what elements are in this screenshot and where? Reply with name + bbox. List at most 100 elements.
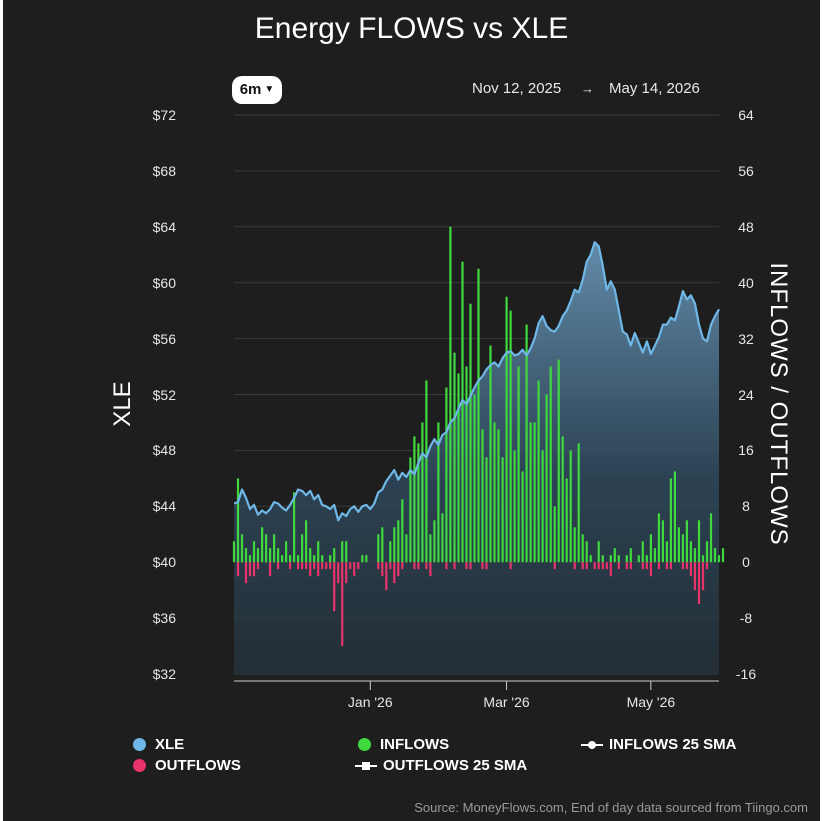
chart-panel: Energy FLOWS vs XLE 6m ▼ Nov 12, 2025 → M…: [3, 0, 820, 821]
inflow-bar: [401, 499, 404, 563]
inflow-bar: [681, 534, 684, 563]
chart-title: Energy FLOWS vs XLE: [254, 12, 569, 45]
inflow-bar: [701, 555, 705, 563]
left-tick-label: $60: [152, 274, 176, 291]
outflow-bar: [681, 562, 684, 570]
outflow-bar: [357, 562, 360, 570]
right-tick-label: 32: [738, 330, 754, 347]
inflow-bar: [473, 394, 476, 563]
inflow-bar: [481, 429, 484, 563]
outflow-bar: [377, 562, 380, 570]
outflow-bar: [593, 562, 596, 570]
outflow-bar: [321, 562, 324, 570]
inflow-bar: [637, 555, 640, 563]
inflow-bar: [305, 520, 308, 563]
inflow-bar: [389, 541, 392, 563]
inflow-bar: [441, 513, 444, 563]
inflow-bar: [301, 534, 304, 563]
arrow-right-icon: →: [581, 81, 594, 96]
inflow-bar: [657, 513, 660, 563]
inflow-bar: [517, 366, 520, 563]
outflow-bar: [313, 562, 316, 570]
outflow-bar: [697, 562, 701, 605]
outflow-bar: [301, 562, 304, 570]
inflow-bar: [345, 541, 348, 563]
outflows-dot-icon: [133, 759, 146, 772]
xle-line: [233, 241, 720, 522]
right-tick-label: 64: [738, 107, 754, 123]
x-tick-label: Jan '26: [347, 694, 393, 710]
inflow-bar: [281, 555, 284, 563]
left-tick-label: $72: [152, 107, 176, 123]
outflow-bar: [705, 562, 709, 570]
inflow-bar: [273, 534, 276, 563]
outflow-bar: [629, 562, 632, 570]
outflow-bar: [649, 562, 652, 577]
inflow-bar: [581, 534, 584, 563]
date-to[interactable]: May 14, 2026: [609, 80, 700, 97]
outflow-bar: [337, 562, 340, 584]
legend-item-outflows[interactable]: OUTFLOWS: [133, 757, 241, 774]
inflow-bar: [585, 541, 588, 563]
range-select-button[interactable]: 6m ▼: [232, 76, 282, 104]
inflow-bar: [240, 534, 244, 563]
outflow-bar: [289, 562, 292, 570]
legend-item-outflows-sma[interactable]: OUTFLOWS 25 SMA: [355, 757, 527, 774]
outflow-bar: [601, 562, 604, 570]
inflow-bar: [261, 527, 264, 563]
inflow-bar: [445, 387, 448, 563]
inflow-bar: [613, 548, 616, 563]
outflow-bar: [329, 562, 332, 570]
date-from[interactable]: Nov 12, 2025: [472, 80, 562, 97]
inflow-bar: [645, 555, 648, 563]
outflow-bar: [553, 562, 556, 570]
left-tick-label: $32: [152, 666, 176, 682]
xle-area: [234, 242, 719, 674]
outflow-bar: [645, 562, 648, 570]
inflow-bar: [577, 443, 580, 563]
inflow-bar: [513, 450, 516, 563]
inflow-bar: [505, 296, 508, 563]
inflow-bar: [232, 541, 236, 563]
legend-item-xle[interactable]: XLE: [133, 736, 184, 753]
right-tick-label: -16: [735, 666, 757, 682]
outflow-bar: [309, 562, 312, 577]
outflow-bar: [345, 562, 348, 584]
left-tick-label: $64: [152, 218, 176, 235]
legend-item-inflows-sma[interactable]: INFLOWS 25 SMA: [581, 736, 737, 753]
outflow-bar: [581, 562, 584, 570]
inflow-bar: [501, 457, 504, 563]
inflow-bar: [317, 541, 320, 563]
inflow-bar: [641, 541, 644, 563]
outflow-bar: [349, 562, 352, 570]
inflow-bar: [293, 492, 296, 563]
inflow-bar: [669, 478, 672, 563]
inflow-bar: [397, 520, 400, 563]
outflow-bar: [317, 562, 320, 577]
inflow-bar: [493, 422, 496, 563]
inflow-bar: [709, 513, 713, 563]
inflow-bar: [285, 541, 288, 563]
inflow-bar: [321, 555, 324, 563]
outflow-bar: [381, 562, 384, 577]
chart-plot: [232, 114, 725, 690]
outflow-bar: [609, 562, 612, 577]
left-tick-label: $48: [152, 442, 176, 459]
outflow-bar: [325, 562, 328, 570]
line-diamond-icon: [581, 739, 603, 751]
inflow-bar: [361, 555, 364, 563]
inflow-bar: [553, 506, 556, 563]
inflow-bar: [393, 527, 396, 563]
inflow-bar: [649, 534, 652, 563]
legend-item-inflows[interactable]: INFLOWS: [358, 736, 449, 753]
inflow-bar: [665, 541, 668, 563]
outflow-bar: [665, 562, 668, 570]
inflow-bar: [713, 548, 717, 563]
inflow-bar: [429, 534, 432, 563]
inflow-bar: [525, 324, 528, 563]
inflow-bar: [717, 555, 721, 563]
left-tick-label: $52: [152, 386, 176, 403]
outflow-bar: [625, 562, 628, 570]
inflow-bar: [489, 345, 492, 563]
x-tick-label: Mar '26: [483, 694, 530, 710]
